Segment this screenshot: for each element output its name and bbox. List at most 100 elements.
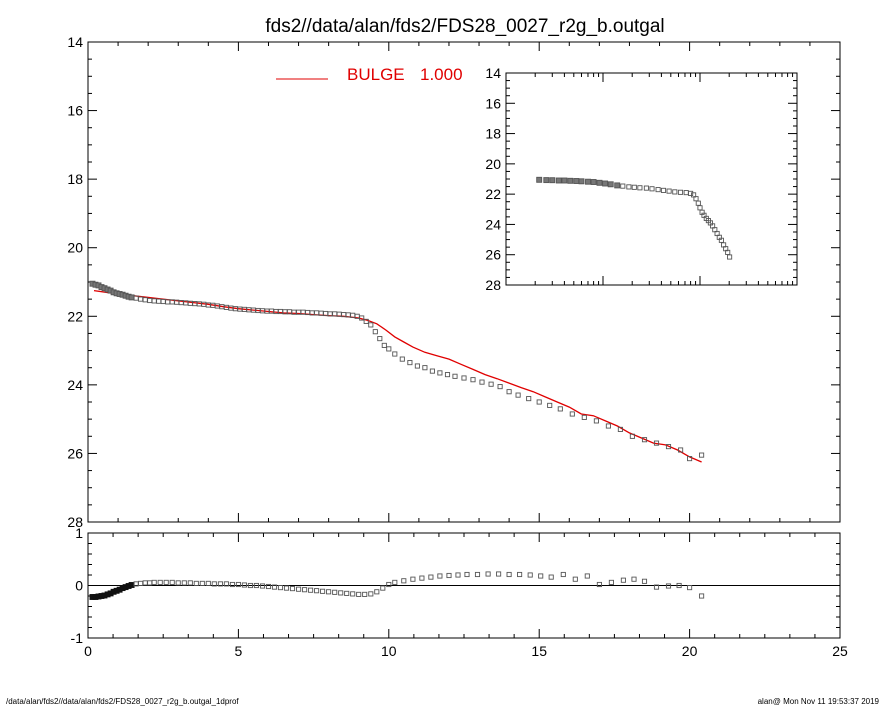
residual-data-point — [296, 586, 302, 592]
main-data-point — [699, 452, 705, 458]
main-data-point — [372, 329, 378, 335]
residual-data-point — [205, 580, 211, 586]
residual-data-point — [419, 575, 425, 581]
main-data-point — [160, 298, 166, 305]
residual-data-point — [699, 593, 705, 599]
residual-ytick-label: 1 — [75, 525, 83, 541]
inset-data-point — [620, 183, 626, 189]
residual-xtick-label: 20 — [682, 643, 698, 659]
main-data-point — [422, 365, 428, 371]
residual-data-point — [428, 574, 434, 580]
main-data-point — [414, 363, 420, 369]
residual-data-point — [401, 578, 407, 584]
main-data-point — [547, 402, 553, 408]
residual-data-point — [437, 573, 443, 579]
footer-right: alan@ Mon Nov 11 19:53:37 2019 — [757, 697, 879, 706]
residual-data-point — [289, 586, 296, 592]
inset-data-point — [688, 190, 694, 196]
main-data-point — [557, 406, 563, 412]
residual-data-point — [163, 579, 169, 585]
main-data-point — [581, 414, 587, 420]
main-data-point — [359, 315, 365, 321]
main-data-point — [569, 411, 575, 417]
inset-data-point — [602, 180, 609, 187]
inset-data-point — [649, 186, 655, 192]
residual-data-point — [653, 584, 660, 590]
inset-ytick-label: 20 — [485, 156, 501, 172]
residual-data-point — [641, 578, 648, 584]
main-ytick-label: 20 — [67, 240, 83, 256]
inset-data-point — [590, 179, 597, 185]
residual-data-point — [151, 579, 157, 585]
main-data-point — [437, 370, 443, 376]
residual-data-point — [368, 591, 374, 597]
residual-data-point — [253, 582, 259, 589]
inset-data-point — [555, 177, 562, 184]
main-data-point — [156, 298, 162, 304]
main-data-point — [653, 440, 660, 446]
inset-data-point — [677, 189, 684, 195]
main-data-point — [429, 368, 435, 374]
residual-xtick-label: 0 — [84, 643, 92, 659]
inset-data-point — [637, 185, 643, 191]
residual-plot: 0 5 10 15 20 25-101 — [71, 525, 848, 659]
inset-data-point — [596, 179, 603, 186]
main-data-point — [479, 379, 485, 385]
inset-data-point — [683, 190, 689, 196]
main-data-point — [497, 384, 503, 390]
residual-data-point — [596, 581, 602, 588]
residual-ytick-label: 0 — [75, 578, 83, 594]
residual-data-point — [496, 571, 502, 577]
residual-data-point — [271, 584, 278, 590]
residual-data-point — [474, 571, 481, 578]
residual-data-point — [410, 576, 416, 582]
inset-data-point — [666, 188, 672, 194]
residual-data-point — [631, 576, 637, 582]
inset-data-point — [578, 178, 585, 185]
legend: BULGE 1.000 — [276, 65, 463, 84]
residual-data-point — [356, 591, 362, 597]
inset-data-point — [567, 177, 574, 184]
residual-data-point — [380, 585, 386, 591]
inset-ytick-label: 26 — [485, 247, 501, 263]
residual-data-point — [193, 580, 199, 586]
inset-ytick-label: 22 — [485, 186, 501, 202]
inset-data-point — [660, 187, 667, 193]
inset-data-point — [561, 177, 568, 184]
residual-data-point — [187, 580, 193, 586]
main-data-point — [593, 418, 599, 424]
main-data-point — [629, 433, 635, 439]
main-data-point — [407, 360, 413, 366]
main-data-point — [128, 294, 135, 301]
inset-data-point — [549, 177, 556, 184]
residual-data-point — [548, 574, 554, 580]
residual-data-point — [386, 581, 392, 588]
main-series-line — [93, 289, 702, 463]
main-data-point — [151, 298, 157, 304]
inset-data-point — [643, 185, 649, 191]
footer-left: /data/alan/fds2//data/alan/fds2/FDS28_00… — [6, 697, 239, 706]
inset-data-point — [697, 205, 703, 211]
inset-data-point — [614, 182, 621, 189]
residual-data-point — [538, 573, 544, 579]
inset-data-point — [631, 184, 637, 190]
main-data-point — [444, 372, 451, 378]
residual-xtick-label: 25 — [832, 643, 848, 659]
inset-data-point — [607, 181, 614, 188]
legend-value: 1.000 — [420, 65, 463, 84]
main-data-point — [665, 444, 672, 450]
residual-data-point — [138, 580, 144, 586]
residual-data-point — [181, 580, 187, 586]
main-frame — [87, 41, 841, 523]
inset-data-point — [672, 189, 678, 195]
main-data-point — [641, 437, 648, 443]
inset-ytick-label: 28 — [485, 277, 501, 293]
main-data-point — [377, 336, 383, 342]
residual-data-point — [527, 572, 533, 578]
inset-ytick-label: 24 — [485, 216, 501, 232]
main-data-point — [470, 377, 476, 383]
main-ytick-label: 22 — [67, 308, 83, 324]
residual-data-point — [308, 587, 314, 593]
residual-data-point — [223, 581, 229, 587]
main-data-point — [526, 396, 532, 402]
